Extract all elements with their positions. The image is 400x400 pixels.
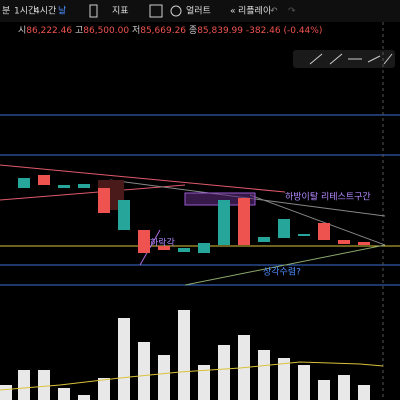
interval[interactable]: 1시간 [14, 6, 36, 17]
alert-button[interactable]: 얼러트 [186, 6, 211, 17]
indicator-button[interactable]: 지표 [112, 6, 129, 17]
value: 86,222.46 [26, 26, 72, 36]
label: 시 [18, 25, 26, 36]
value: 85,839.99 [197, 26, 243, 36]
candles [18, 175, 370, 253]
toolbar [0, 0, 400, 22]
redo[interactable]: ↷ [288, 7, 296, 17]
annotation: 하방이탈 리테스트구간 [285, 192, 371, 203]
annotation: 상각수렴? [263, 266, 301, 278]
tool-icons[interactable] [309, 53, 393, 65]
annotation: 하락각 [150, 237, 175, 249]
value: 86,500.00 [83, 26, 129, 36]
label: 저 [132, 25, 140, 36]
interval[interactable]: 날 [58, 6, 66, 17]
replay-button[interactable]: 리플레이 [238, 6, 271, 17]
undo[interactable]: ↶ [270, 7, 278, 17]
volume-ma [0, 361, 384, 391]
replay-icon[interactable]: « [230, 7, 236, 17]
ohlc-legend: 시86,222.46 고86,500.00 저85,669.26 종85,839… [18, 25, 322, 36]
drawing-tools [293, 50, 395, 68]
value: 85,669.26 [140, 26, 186, 36]
label: 종 [189, 25, 197, 36]
candle-icon[interactable] [89, 4, 98, 18]
volume-bars [0, 310, 370, 400]
interval[interactable]: 4시간 [34, 6, 56, 17]
interval[interactable]: 분 [2, 6, 10, 17]
label: 고 [75, 26, 83, 36]
alert-icon[interactable] [170, 5, 182, 17]
layout-icon[interactable] [149, 4, 163, 18]
value: -382.46 (-0.44%) [246, 26, 322, 36]
